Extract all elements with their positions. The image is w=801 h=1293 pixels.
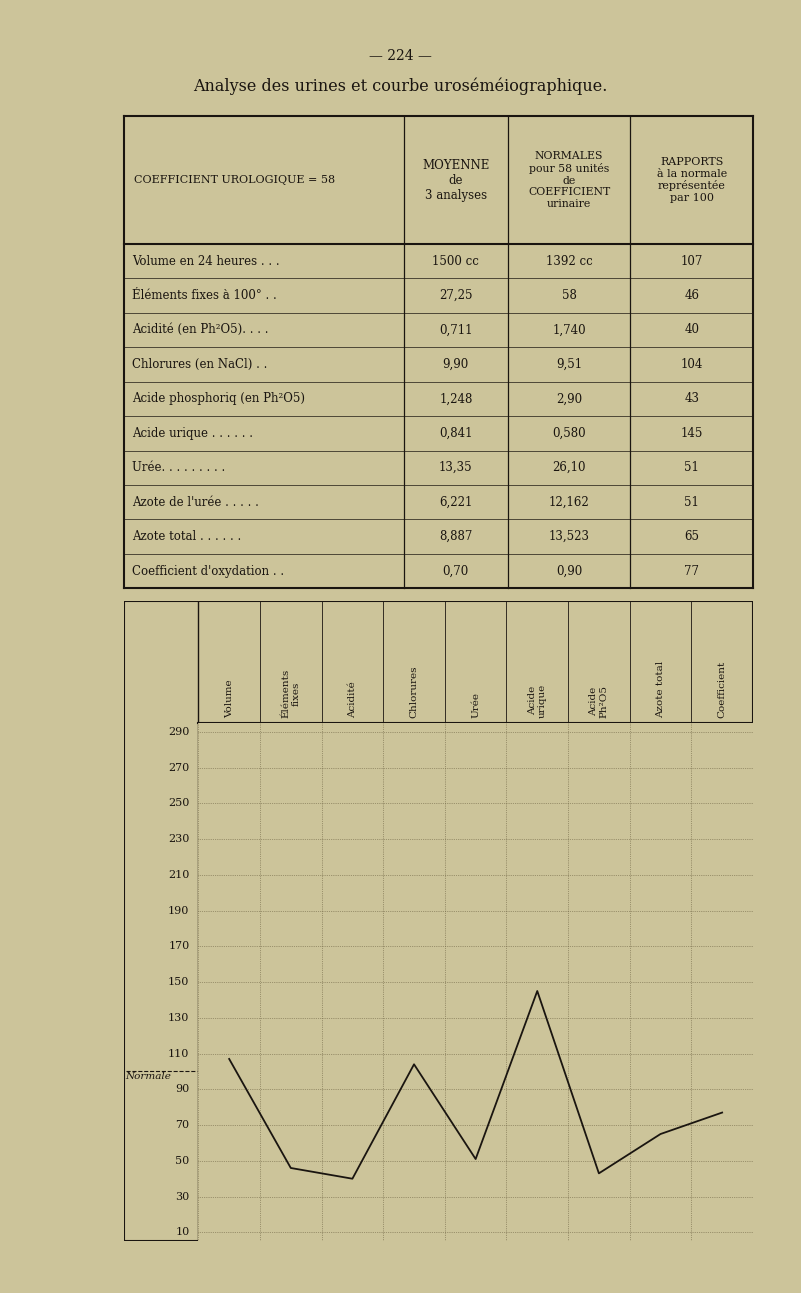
Text: 9,51: 9,51 — [556, 358, 582, 371]
Text: Analyse des urines et courbe uroséméiographique.: Analyse des urines et courbe uroséméiogr… — [193, 78, 608, 96]
Text: 130: 130 — [168, 1012, 190, 1023]
Text: 145: 145 — [680, 427, 702, 440]
Text: Acidité (en Ph²O5). . . .: Acidité (en Ph²O5). . . . — [131, 323, 268, 336]
Text: 104: 104 — [680, 358, 702, 371]
Text: 58: 58 — [562, 288, 577, 303]
Text: 6,221: 6,221 — [439, 495, 473, 508]
Text: 51: 51 — [684, 495, 699, 508]
Text: 77: 77 — [684, 565, 699, 578]
Text: Urée. . . . . . . . .: Urée. . . . . . . . . — [131, 462, 225, 475]
Text: 270: 270 — [168, 763, 190, 772]
Text: 110: 110 — [168, 1049, 190, 1059]
Text: Volume en 24 heures . . .: Volume en 24 heures . . . — [131, 255, 280, 268]
Text: 8,887: 8,887 — [439, 530, 473, 543]
Text: Acide
Ph²O5: Acide Ph²O5 — [590, 685, 609, 718]
Text: 50: 50 — [175, 1156, 190, 1166]
Text: 0,70: 0,70 — [443, 565, 469, 578]
Text: Acide
urique: Acide urique — [528, 684, 547, 718]
Text: 190: 190 — [168, 905, 190, 915]
Text: 230: 230 — [168, 834, 190, 844]
Text: Urée: Urée — [471, 692, 480, 718]
Text: 1392 cc: 1392 cc — [545, 255, 593, 268]
Text: 0,580: 0,580 — [552, 427, 586, 440]
Text: Normale: Normale — [126, 1072, 171, 1081]
Text: Acide phosphoriq (en Ph²O5): Acide phosphoriq (en Ph²O5) — [131, 392, 304, 405]
Text: Azote total: Azote total — [656, 661, 665, 718]
Text: 290: 290 — [168, 727, 190, 737]
Text: Chlorures: Chlorures — [409, 666, 419, 718]
Text: 46: 46 — [684, 288, 699, 303]
Text: 1,740: 1,740 — [552, 323, 586, 336]
Text: 0,711: 0,711 — [439, 323, 473, 336]
Text: Acidité: Acidité — [348, 681, 357, 718]
Text: Éléments
fixes: Éléments fixes — [281, 668, 300, 718]
Text: 27,25: 27,25 — [439, 288, 473, 303]
Text: Coefficient: Coefficient — [718, 661, 727, 718]
Text: NORMALES
pour 58 unités
de
COEFFICIENT
urinaire: NORMALES pour 58 unités de COEFFICIENT u… — [528, 151, 610, 209]
Text: 210: 210 — [168, 870, 190, 879]
Text: 12,162: 12,162 — [549, 495, 590, 508]
Text: Azote total . . . . . .: Azote total . . . . . . — [131, 530, 241, 543]
Text: 2,90: 2,90 — [556, 392, 582, 405]
Text: RAPPORTS
à la normale
représentée
par 100: RAPPORTS à la normale représentée par 10… — [657, 156, 727, 203]
Text: 90: 90 — [175, 1085, 190, 1094]
Text: Éléments fixes à 100° . .: Éléments fixes à 100° . . — [131, 288, 276, 303]
Text: 10: 10 — [175, 1227, 190, 1237]
Text: Acide urique . . . . . .: Acide urique . . . . . . — [131, 427, 252, 440]
Text: 30: 30 — [175, 1192, 190, 1201]
Text: 65: 65 — [684, 530, 699, 543]
Text: 26,10: 26,10 — [552, 462, 586, 475]
Text: 40: 40 — [684, 323, 699, 336]
Text: 43: 43 — [684, 392, 699, 405]
Text: MOYENNE
de
3 analyses: MOYENNE de 3 analyses — [422, 159, 489, 202]
Text: 0,90: 0,90 — [556, 565, 582, 578]
Text: Coefficient d'oxydation . .: Coefficient d'oxydation . . — [131, 565, 284, 578]
Text: 0,841: 0,841 — [439, 427, 473, 440]
Text: 9,90: 9,90 — [443, 358, 469, 371]
Text: COEFFICIENT UROLOGIQUE = 58: COEFFICIENT UROLOGIQUE = 58 — [134, 175, 335, 185]
Text: 51: 51 — [684, 462, 699, 475]
Text: 150: 150 — [168, 978, 190, 987]
Text: 1500 cc: 1500 cc — [433, 255, 479, 268]
Text: 1,248: 1,248 — [439, 392, 473, 405]
Text: — 224 —: — 224 — — [369, 49, 432, 63]
Text: 70: 70 — [175, 1120, 190, 1130]
Text: 13,35: 13,35 — [439, 462, 473, 475]
Text: 250: 250 — [168, 798, 190, 808]
Text: Azote de l'urée . . . . .: Azote de l'urée . . . . . — [131, 495, 259, 508]
Text: Volume: Volume — [224, 679, 234, 718]
Text: 107: 107 — [680, 255, 702, 268]
Text: 13,523: 13,523 — [549, 530, 590, 543]
Text: Chlorures (en NaCl) . .: Chlorures (en NaCl) . . — [131, 358, 267, 371]
Text: 170: 170 — [168, 941, 190, 952]
